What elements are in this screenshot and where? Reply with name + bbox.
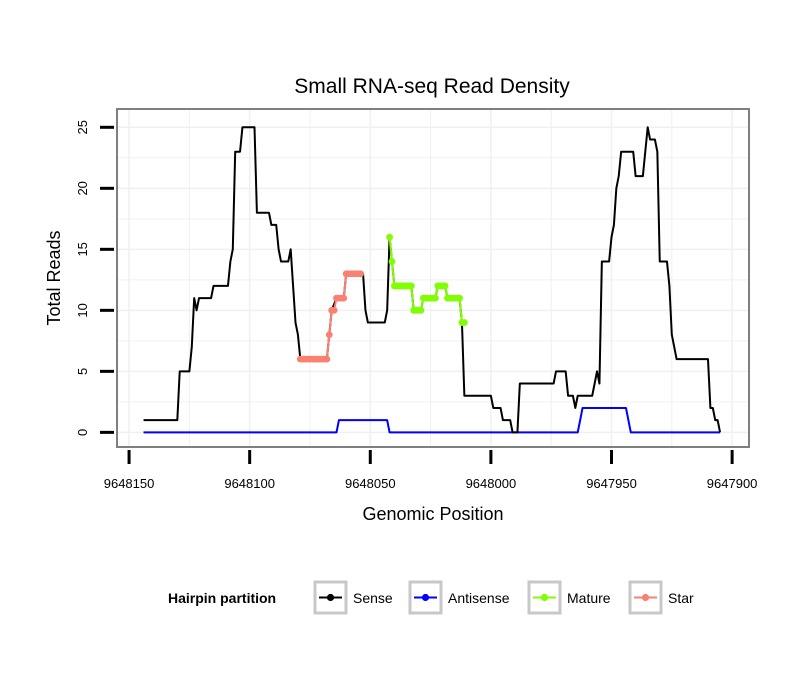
data-point-mature	[388, 258, 396, 265]
y-tick-label: 15	[75, 242, 90, 256]
data-point-star	[330, 306, 338, 314]
x-tick-label: 9647950	[586, 476, 637, 491]
y-tick-label: 25	[75, 120, 90, 134]
chart-title: Small RNA-seq Read Density	[294, 75, 570, 98]
y-tick-label: 10	[75, 303, 90, 317]
legend-item-mature: Mature	[527, 580, 611, 615]
legend-key-dot	[540, 593, 549, 602]
legend-item-antisense: Antisense	[408, 580, 510, 615]
legend-item-label: Sense	[353, 590, 393, 606]
x-axis: 9648150 9648100 9648050 9648000 9647950 96479…	[104, 450, 758, 491]
legend-key-dot	[326, 593, 335, 602]
y-axis: 0 5 10 15 20 25	[75, 120, 114, 436]
data-point-mature	[417, 306, 425, 314]
data-point-mature	[432, 294, 439, 302]
data-point-star	[325, 331, 333, 339]
plot-panel	[116, 108, 750, 448]
data-point-mature	[386, 233, 393, 241]
series-layer	[143, 126, 722, 434]
legend: Hairpin partition Sense Antisense Mature St…	[168, 580, 694, 615]
x-axis-label: Genomic Position	[362, 504, 503, 524]
x-tick-label: 9648100	[224, 476, 275, 491]
x-tick-label: 9647900	[707, 476, 758, 491]
legend-key-dot	[641, 593, 650, 602]
data-point-mature	[441, 282, 449, 290]
x-tick-label: 9648050	[345, 476, 396, 491]
y-tick-label: 0	[75, 429, 90, 436]
y-tick-label: 20	[75, 181, 90, 195]
data-point-star	[340, 294, 348, 302]
legend-item-star: Star	[628, 580, 694, 615]
legend-item-label: Antisense	[448, 590, 510, 606]
legend-title: Hairpin partition	[168, 590, 276, 606]
series-line-antisense	[143, 406, 721, 434]
y-axis-label: Total Reads	[44, 230, 64, 325]
data-point-mature	[456, 294, 463, 302]
x-tick-label: 9648000	[466, 476, 517, 491]
legend-item-sense: Sense	[313, 580, 393, 615]
legend-item-label: Star	[668, 590, 694, 606]
data-point-star	[323, 355, 331, 363]
data-point-mature	[407, 282, 415, 290]
data-point-star	[357, 270, 365, 278]
x-tick-label: 9648150	[104, 476, 155, 491]
data-point-mature	[460, 319, 468, 326]
y-tick-label: 5	[75, 368, 90, 375]
legend-items: Sense Antisense Mature Star	[313, 580, 694, 615]
legend-key-dot	[421, 593, 430, 602]
legend-item-label: Mature	[567, 590, 611, 606]
